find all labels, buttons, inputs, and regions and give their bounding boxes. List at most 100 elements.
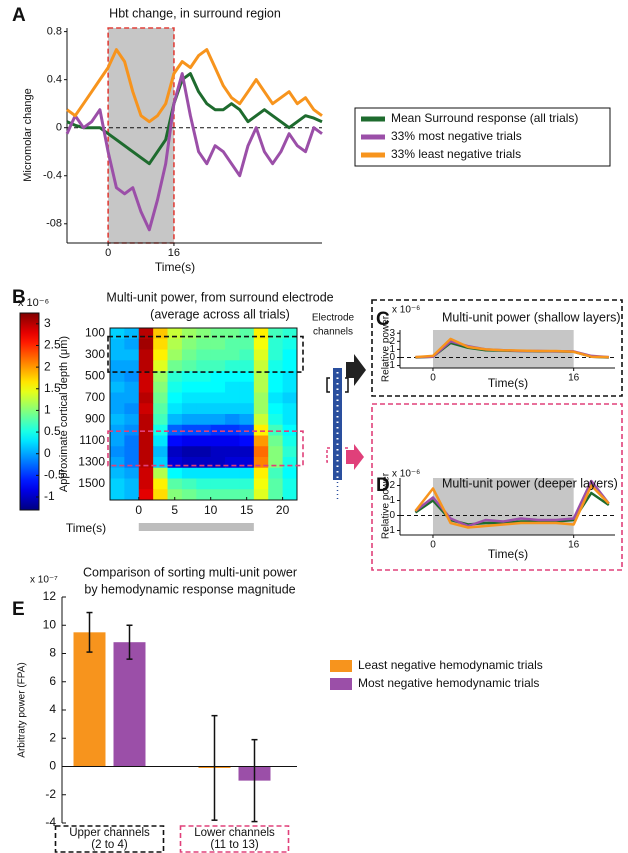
- heat-cell: [282, 360, 298, 372]
- y-tick-label: -2: [45, 787, 56, 801]
- heat-cell: [110, 478, 125, 490]
- heat-cell: [153, 349, 168, 361]
- y-tick-label: 300: [85, 347, 105, 361]
- heat-cell: [124, 392, 140, 404]
- legend: Mean Surround response (all trials) 33% m…: [354, 107, 611, 167]
- y-tick-label: 1: [389, 344, 395, 355]
- heat-cell: [196, 371, 212, 383]
- heat-cell: [239, 489, 255, 501]
- heat-cell: [110, 392, 125, 404]
- heat-cell: [225, 381, 240, 393]
- heat-cell: [268, 392, 284, 404]
- heat-cell: [225, 360, 240, 372]
- heat-cell: [210, 467, 226, 479]
- heat-cell: [110, 424, 125, 436]
- heat-cell: [196, 328, 212, 340]
- x-axis-label: Time(s): [66, 521, 106, 535]
- heat-cell: [153, 489, 168, 501]
- heat-cell: [239, 457, 255, 469]
- heat-cell: [181, 371, 197, 383]
- heat-cell: [239, 392, 255, 404]
- heat-cell: [239, 328, 255, 340]
- heat-cell: [282, 467, 298, 479]
- stimulus-bar: [138, 523, 254, 531]
- heat-cell: [124, 414, 140, 426]
- y-tick-label: -4: [45, 815, 56, 829]
- heat-cell: [124, 467, 140, 479]
- heat-cell: [153, 467, 168, 479]
- heat-cell: [153, 446, 168, 458]
- heat-cell: [181, 360, 197, 372]
- heat-cell: [225, 457, 240, 469]
- heat-cell: [282, 403, 298, 415]
- x-tick-label: Lower channels: [194, 827, 275, 839]
- panel-label: D: [376, 475, 390, 496]
- heat-cell: [268, 424, 284, 436]
- heat-cell: [167, 338, 183, 350]
- heat-cell: [282, 435, 298, 447]
- heat-cell: [225, 371, 240, 383]
- heat-cell: [124, 349, 140, 361]
- colorbar-tick-label: 2.5: [44, 338, 61, 352]
- heat-cell: [196, 478, 212, 490]
- heat-cell: [181, 424, 197, 436]
- heat-cell: [268, 403, 284, 415]
- heat-cell: [239, 381, 255, 393]
- heat-cell: [153, 338, 168, 350]
- heat-cell: [225, 467, 240, 479]
- series-line: [66, 48, 323, 124]
- heat-cell: [167, 424, 183, 436]
- heat-cell: [282, 446, 298, 458]
- bars: [73, 611, 271, 823]
- heat-cell: [138, 403, 154, 415]
- heat-cell: [167, 349, 183, 361]
- heat-cell: [282, 424, 298, 436]
- panel-label: A: [12, 5, 26, 26]
- x-tick-label: (2 to 4): [91, 839, 128, 851]
- heat-cell: [225, 489, 240, 501]
- legend-label: 33% most negative trials: [391, 129, 522, 143]
- heat-cell: [181, 381, 197, 393]
- y-multiplier: x 10⁻⁷: [30, 575, 58, 586]
- panel-label: B: [12, 287, 26, 308]
- heat-cell: [153, 414, 168, 426]
- heat-cell: [210, 446, 226, 458]
- y-multiplier: x 10⁻⁶: [392, 305, 420, 316]
- heat-cell: [239, 338, 255, 350]
- x-tick-label: 0: [135, 503, 142, 517]
- chart-title: Multi-unit power (shallow layers): [442, 310, 621, 324]
- x-tick-label: 0: [105, 247, 111, 259]
- x-axis-label: Time(s): [488, 376, 528, 390]
- heat-cell: [196, 338, 212, 350]
- heat-cell: [181, 349, 197, 361]
- y-tick-label: 0.4: [47, 74, 62, 86]
- heat-cell: [110, 489, 125, 501]
- heat-cell: [124, 424, 140, 436]
- heat-cell: [153, 360, 168, 372]
- heat-cell: [282, 381, 298, 393]
- colorbar-tick-label: 1.5: [44, 381, 61, 395]
- heat-cell: [153, 328, 168, 340]
- heat-cell: [282, 457, 298, 469]
- heat-cell: [253, 371, 269, 383]
- heat-cell: [225, 403, 240, 415]
- legend-swatch: [330, 660, 352, 672]
- heat-cell: [167, 478, 183, 490]
- heat-cell: [196, 467, 212, 479]
- heat-cell: [253, 457, 269, 469]
- heat-cell: [110, 435, 125, 447]
- y-axis-label: Approximate cortical depth (μm): [58, 336, 70, 492]
- colorbar-tick-label: -0.5: [44, 468, 65, 482]
- y-tick-label: 4: [49, 702, 56, 716]
- heat-cell: [268, 328, 284, 340]
- chart-title: Multi-unit power (deeper layers): [442, 476, 618, 490]
- heat-cell: [268, 371, 284, 383]
- colorbar-label: x 10⁻⁶: [18, 297, 49, 309]
- heat-cell: [210, 381, 226, 393]
- colorbar-tick-label: 0.5: [44, 424, 61, 438]
- x-tick-label: 15: [240, 503, 254, 517]
- heat-cell: [268, 435, 284, 447]
- y-tick-label: -0.4: [43, 170, 62, 182]
- heat-cell: [210, 392, 226, 404]
